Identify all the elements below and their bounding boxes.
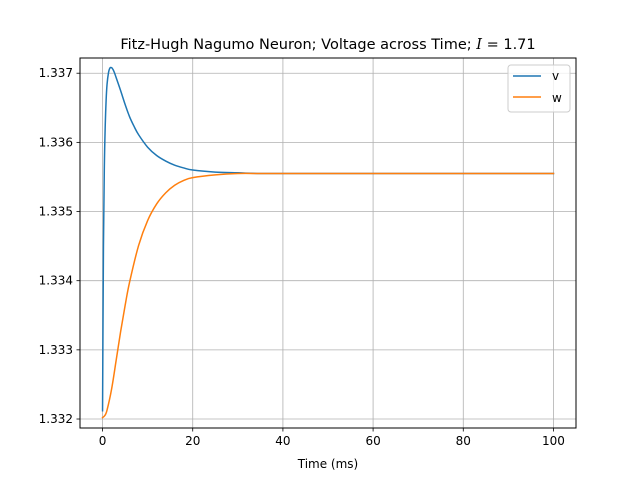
legend: v w: [507, 64, 571, 113]
legend-label-v: v: [552, 69, 559, 83]
x-tick-label: 40: [275, 434, 290, 448]
x-axis-label: Time (ms): [297, 457, 359, 471]
plot-frame: [79, 57, 577, 429]
axis-ticks: 0 20 40 60 80 100 1.332 1.333 1.334 1.335 1.336 1.3…: [39, 66, 565, 448]
chart-title-math-rest: = 1.71: [482, 37, 536, 53]
series-lines: [101, 66, 555, 419]
series-line-w: [101, 172, 555, 419]
y-tick-label: 1.332: [39, 412, 73, 426]
y-tick-label: 1.335: [39, 205, 73, 219]
x-tick-label: 60: [365, 434, 380, 448]
y-tick-label: 1.336: [39, 135, 73, 149]
y-tick-label: 1.337: [39, 66, 73, 80]
y-tick-label: 1.334: [39, 274, 73, 288]
x-tick-label: 20: [185, 434, 200, 448]
y-tick-label: 1.333: [39, 343, 73, 357]
chart-title-main: Fitz-Hugh Nagumo Neuron; Voltage across …: [120, 37, 476, 53]
x-tick-label: 100: [542, 434, 565, 448]
chart-title-math-var: I: [475, 37, 482, 53]
x-tick-label: 0: [99, 434, 107, 448]
x-tick-label: 80: [456, 434, 471, 448]
grid-lines: [80, 58, 576, 428]
legend-label-w: w: [552, 91, 562, 105]
chart-title: Fitz-Hugh Nagumo Neuron; Voltage across …: [120, 37, 535, 53]
